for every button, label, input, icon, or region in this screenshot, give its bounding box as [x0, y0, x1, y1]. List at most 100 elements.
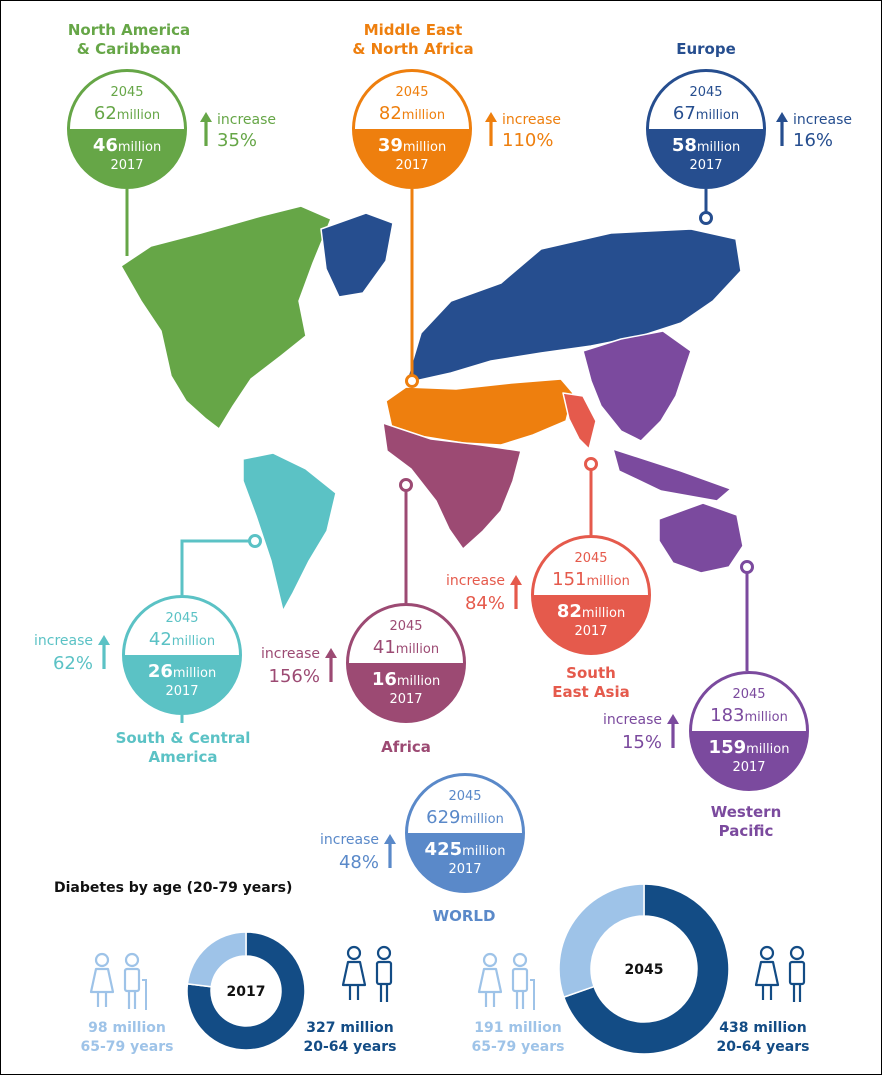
increase-label: increase	[34, 633, 93, 649]
region-label: Western	[711, 803, 782, 821]
increase-label: increase	[446, 573, 505, 589]
badge-ring	[67, 69, 187, 189]
region-label: Africa	[381, 738, 431, 756]
badge-value-2045: 62million	[94, 103, 160, 124]
badge-value-2017: 39million	[378, 135, 446, 156]
donut-year: 2017	[227, 984, 266, 1000]
region-label: North America	[68, 21, 190, 39]
adult-people-icon	[754, 945, 806, 1002]
age-section-title: Diabetes by age (20-79 years)	[54, 880, 292, 896]
increase-arrow-icon	[98, 635, 110, 645]
region-label: Middle East	[364, 21, 463, 39]
badge-value-2017: 16million	[372, 669, 440, 690]
increase-arrow-icon	[776, 112, 788, 122]
badge-value-2045: 67million	[673, 103, 739, 124]
increase-percent: 156%	[269, 666, 320, 687]
badge-year-2045: 2045	[165, 611, 198, 626]
increase-label: increase	[502, 112, 561, 128]
donut-hole	[211, 956, 281, 1026]
north-america-landmass	[120, 205, 332, 430]
badge-year-2017: 2017	[732, 760, 765, 775]
donut-2017: 2017	[186, 931, 306, 1051]
elderly-people-icon	[477, 952, 535, 1010]
age-count: 327 million	[306, 1020, 393, 1036]
increase-label: increase	[793, 112, 852, 128]
increase-label: increase	[603, 712, 662, 728]
badge-year-2045: 2045	[732, 687, 765, 702]
badge-value-2017: 425million	[425, 839, 506, 860]
age-count: 191 million	[474, 1020, 561, 1036]
connector-dot	[699, 211, 713, 225]
region-label: & North Africa	[352, 40, 473, 58]
region-label: South & Central	[116, 729, 251, 747]
donut-2045: 2045	[558, 883, 730, 1055]
increase-arrow-icon	[667, 714, 679, 724]
age-range: 65-79 years	[472, 1039, 565, 1055]
region-world: 2045 629million 425million 2017 WORLD increas…	[320, 773, 525, 925]
badge-value-2045: 629million	[426, 807, 504, 828]
world-map	[120, 205, 744, 612]
region-label: South	[566, 664, 616, 682]
adult-people-icon	[341, 945, 393, 1002]
europe-russia-landmass	[405, 228, 742, 384]
badge-year-2045: 2045	[110, 85, 143, 100]
badge-ring	[646, 69, 766, 189]
badge-year-2017: 2017	[165, 684, 198, 699]
badge-year-2045: 2045	[574, 551, 607, 566]
badge-ring	[689, 671, 809, 791]
badge-value-2017: 58million	[672, 135, 740, 156]
africa-landmass	[382, 422, 522, 550]
connector-dot	[399, 478, 413, 492]
badge-ring	[122, 595, 242, 715]
badge-value-2045: 183million	[710, 705, 788, 726]
badge-year-2017: 2017	[574, 624, 607, 639]
badge-year-2017: 2017	[689, 158, 722, 173]
region-label: & Caribbean	[77, 40, 181, 58]
badge-year-2045: 2045	[448, 789, 481, 804]
donut-year: 2045	[625, 962, 664, 978]
increase-arrow-icon	[510, 575, 522, 585]
connector-dot	[584, 457, 598, 471]
donut-hole	[591, 916, 697, 1022]
badge-year-2017: 2017	[110, 158, 143, 173]
region-label: Europe	[676, 40, 736, 58]
increase-percent: 15%	[622, 732, 662, 753]
badge-year-2045: 2045	[689, 85, 722, 100]
increase-percent: 16%	[793, 130, 833, 151]
increase-percent: 62%	[53, 653, 93, 674]
badge-value-2017: 82million	[557, 601, 625, 622]
region-africa: 2045 41million 16million 2017 Africa increase…	[261, 478, 466, 756]
increase-arrow-icon	[325, 648, 337, 658]
increase-label: increase	[217, 112, 276, 128]
badge-year-2017: 2017	[448, 862, 481, 877]
greenland-landmass	[320, 212, 394, 298]
increase-label: increase	[261, 646, 320, 662]
age-count: 438 million	[719, 1020, 806, 1036]
region-western-pacific: 2045 183million 159million 2017 WesternPacif…	[603, 560, 809, 840]
badge-year-2017: 2017	[395, 158, 428, 173]
badge-ring	[405, 773, 525, 893]
badge-value-2017: 26million	[148, 661, 216, 682]
south-america-landmass	[242, 452, 337, 612]
increase-percent: 35%	[217, 130, 257, 151]
badge-year-2045: 2045	[395, 85, 428, 100]
increase-arrow-icon	[485, 112, 497, 122]
badge-year-2017: 2017	[389, 692, 422, 707]
connector-dot	[405, 374, 419, 388]
indonesia-landmass	[612, 448, 732, 502]
age-range: 20-64 years	[717, 1039, 810, 1055]
badge-value-2045: 151million	[552, 569, 630, 590]
increase-arrow-icon	[384, 834, 396, 844]
badge-year-2045: 2045	[389, 619, 422, 634]
badge-value-2045: 42million	[149, 629, 215, 650]
badge-value-2017: 46million	[93, 135, 161, 156]
region-south-central-america: 2045 42million 26million 2017 South & Centra…	[34, 534, 262, 766]
increase-percent: 110%	[502, 130, 553, 151]
badge-ring	[352, 69, 472, 189]
region-label: East Asia	[552, 683, 630, 701]
age-range: 65-79 years	[81, 1039, 174, 1055]
age-count: 98 million	[88, 1020, 166, 1036]
badge-value-2017: 159million	[709, 737, 790, 758]
